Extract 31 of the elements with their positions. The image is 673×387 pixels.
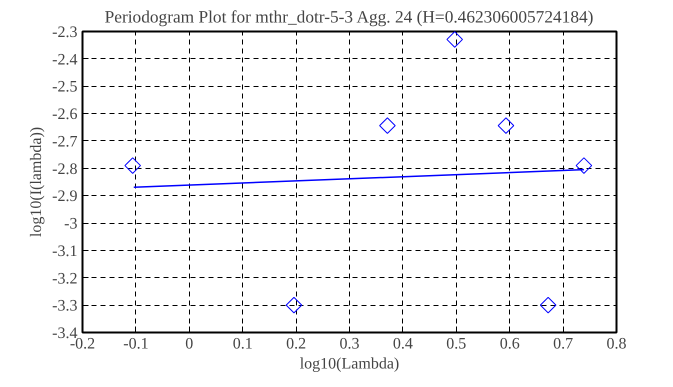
point: [124, 157, 141, 174]
point: [286, 296, 302, 314]
x-tick-label: 0.7: [553, 336, 574, 352]
x-tick-label: 0.2: [286, 336, 306, 352]
y-tick-label: -3.3: [52, 298, 78, 315]
y-tick-label: -3: [64, 216, 78, 233]
y-axis-title: log10(I(lambda)): [28, 126, 46, 238]
x-axis-title: log10(Lambda): [300, 356, 400, 372]
point: [379, 117, 396, 134]
point: [446, 32, 463, 48]
x-tick-label: 0.8: [606, 336, 626, 352]
point: [498, 117, 514, 134]
y-tick-label: -3.2: [52, 270, 78, 288]
x-tick-label: 0.6: [500, 336, 520, 352]
point: [540, 296, 556, 314]
x-tick-label: 0.1: [232, 336, 253, 352]
y-tick-label: -2.6: [52, 106, 78, 124]
x-tick-label: 0.3: [340, 336, 360, 352]
y-tick-label: -2.7: [52, 133, 78, 150]
y-tick-label: -2.5: [52, 78, 78, 96]
x-tick-label: 0.4: [392, 336, 413, 352]
y-tick-label: -2.4: [52, 51, 78, 68]
chart-title: Periodogram Plot for mthr_dotr-5-3 Agg. 24 (H=0.462306005724184): [104, 8, 594, 26]
y-tick-label: -2.3: [52, 24, 78, 41]
x-tick-label: -0.1: [123, 336, 149, 352]
y-tick-label: -2.9: [52, 188, 78, 206]
x-tick-label: 0: [185, 336, 194, 352]
y-tick-label: -3.1: [52, 242, 78, 260]
y-tick-label: -2.8: [52, 160, 78, 178]
x-tick-label: 0.5: [446, 336, 466, 352]
point: [576, 157, 592, 174]
